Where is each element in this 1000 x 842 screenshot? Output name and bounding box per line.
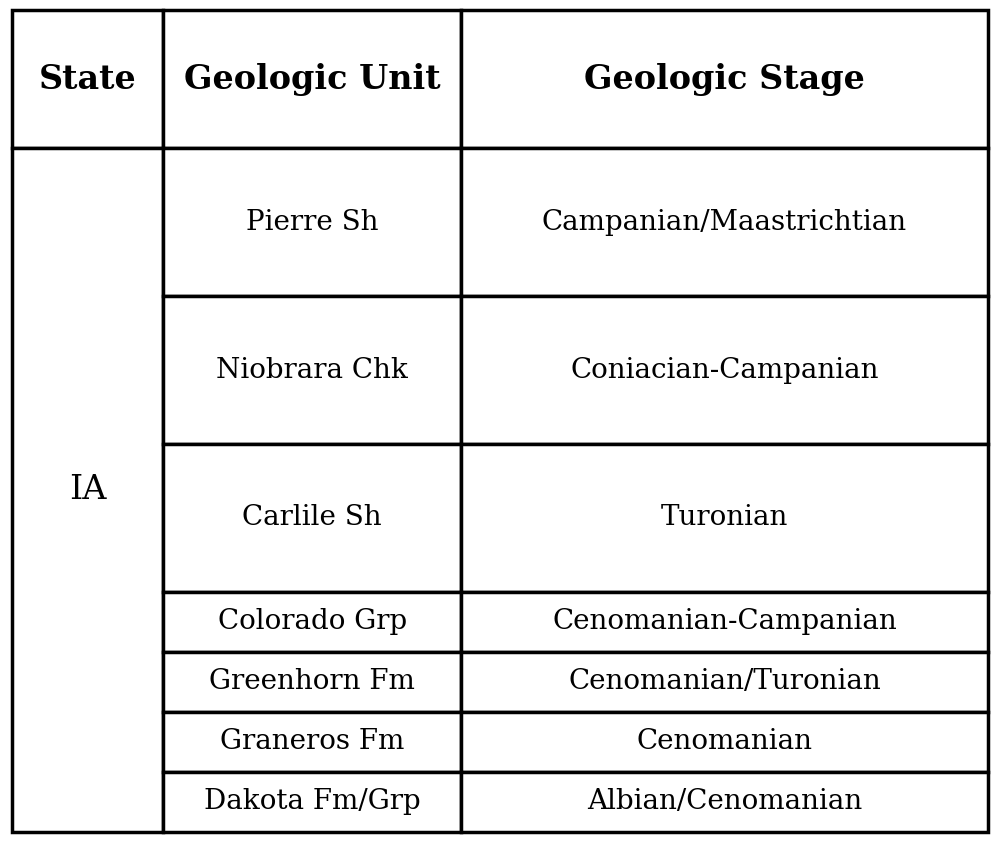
- Text: Carlile Sh: Carlile Sh: [242, 504, 382, 531]
- Text: Cenomanian-Campanian: Cenomanian-Campanian: [552, 609, 897, 636]
- Bar: [461, 296, 988, 444]
- Text: Campanian/Maastrichtian: Campanian/Maastrichtian: [542, 209, 907, 236]
- Bar: [163, 148, 461, 296]
- Text: IA: IA: [69, 474, 106, 506]
- Bar: [163, 444, 461, 592]
- Text: Graneros Fm: Graneros Fm: [220, 728, 404, 755]
- Bar: [163, 296, 461, 444]
- Text: State: State: [39, 62, 137, 96]
- Text: Geologic Unit: Geologic Unit: [184, 62, 440, 96]
- Text: Colorado Grp: Colorado Grp: [218, 609, 407, 636]
- Bar: [461, 10, 988, 148]
- Bar: [12, 148, 163, 832]
- Text: Pierre Sh: Pierre Sh: [246, 209, 378, 236]
- Bar: [461, 772, 988, 832]
- Bar: [461, 444, 988, 592]
- Bar: [163, 10, 461, 148]
- Bar: [461, 148, 988, 296]
- Text: Dakota Fm/Grp: Dakota Fm/Grp: [204, 788, 420, 815]
- Bar: [163, 772, 461, 832]
- Bar: [12, 10, 163, 148]
- Text: Albian/Cenomanian: Albian/Cenomanian: [587, 788, 862, 815]
- Text: Cenomanian/Turonian: Cenomanian/Turonian: [568, 669, 881, 695]
- Bar: [461, 592, 988, 652]
- Bar: [163, 712, 461, 772]
- Bar: [163, 592, 461, 652]
- Text: Coniacian-Campanian: Coniacian-Campanian: [570, 356, 879, 383]
- Bar: [461, 652, 988, 712]
- Text: Geologic Stage: Geologic Stage: [584, 62, 865, 96]
- Text: Cenomanian: Cenomanian: [636, 728, 812, 755]
- Text: Greenhorn Fm: Greenhorn Fm: [209, 669, 415, 695]
- Text: Niobrara Chk: Niobrara Chk: [216, 356, 408, 383]
- Bar: [163, 652, 461, 712]
- Bar: [461, 712, 988, 772]
- Text: Turonian: Turonian: [661, 504, 788, 531]
